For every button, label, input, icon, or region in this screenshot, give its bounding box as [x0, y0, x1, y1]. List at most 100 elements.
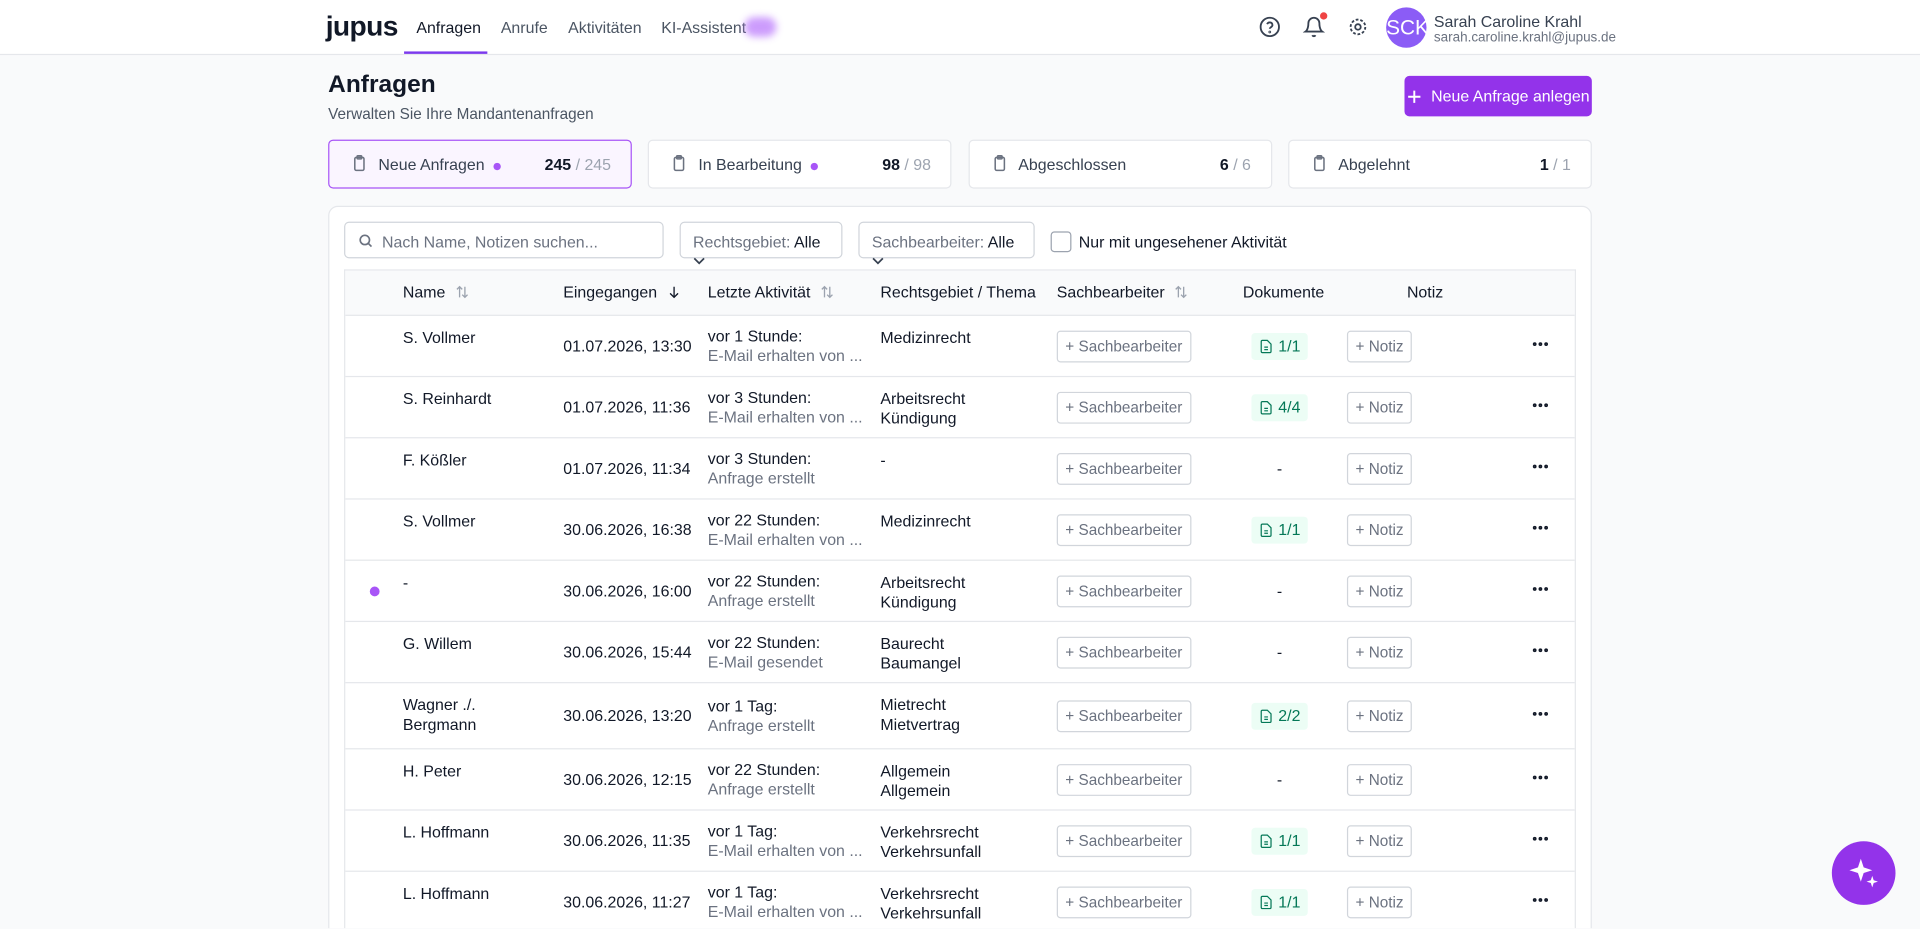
activity-detail: Anfrage erstellt: [707, 715, 815, 735]
more-menu[interactable]: [1506, 703, 1575, 727]
more-menu[interactable]: [1506, 334, 1575, 358]
table-row[interactable]: F. Kößler 01.07.2026, 11:34 vor 3 Stunden:…: [345, 438, 1575, 500]
column-header[interactable]: Sachbearbeiter: [1057, 283, 1243, 303]
received: 01.07.2026, 11:36: [563, 397, 691, 416]
note-button[interactable]: + Notiz: [1346, 699, 1413, 732]
column-header[interactable]: Rechtsgebiet / Thema: [880, 283, 1056, 303]
assign-button[interactable]: + Sachbearbeiter: [1056, 391, 1191, 424]
more-menu[interactable]: [1506, 517, 1575, 541]
assign-button[interactable]: + Sachbearbeiter: [1056, 699, 1191, 732]
assign-button[interactable]: + Sachbearbeiter: [1056, 574, 1191, 607]
more-menu[interactable]: [1506, 456, 1575, 480]
activity: vor 3 Stunden: E-Mail erhalten von ...: [708, 388, 881, 427]
cell: + Notiz: [1316, 824, 1506, 857]
cell: + Sachbearbeiter: [1056, 574, 1243, 607]
status-card[interactable]: Neue Anfragen 245 / 245: [328, 139, 632, 189]
card-count: 1 / 1: [1540, 156, 1571, 174]
column-header[interactable]: Name: [403, 283, 563, 303]
table-row[interactable]: S. Vollmer 30.06.2026, 16:38 vor 22 Stunde…: [345, 500, 1575, 561]
column-header[interactable]: Letzte Aktivität: [708, 283, 881, 303]
column-header[interactable]: Dokumente: [1243, 283, 1324, 303]
note-button[interactable]: + Notiz: [1346, 763, 1413, 796]
assign-button[interactable]: + Sachbearbeiter: [1056, 636, 1191, 668]
activity: vor 22 Stunden: Anfrage erstellt: [708, 571, 881, 610]
status-card[interactable]: Abgelehnt 1 / 1: [1288, 139, 1592, 189]
cell: + Sachbearbeiter: [1056, 763, 1243, 796]
help-icon[interactable]: [1259, 16, 1281, 38]
assign-button[interactable]: + Sachbearbeiter: [1056, 763, 1191, 796]
clerk-filter[interactable]: Sachbearbeiter: Alle: [858, 221, 1035, 265]
cell: + Sachbearbeiter: [1056, 330, 1243, 362]
table-row[interactable]: - 30.06.2026, 16:00 vor 22 Stunden: Anfrage…: [345, 561, 1575, 623]
assign-button[interactable]: + Sachbearbeiter: [1056, 885, 1191, 918]
nav-item[interactable]: Anrufe: [500, 18, 548, 37]
documents: -: [1276, 769, 1283, 788]
area-filter[interactable]: Rechtsgebiet: Alle: [679, 221, 843, 265]
assign-button[interactable]: + Sachbearbeiter: [1056, 452, 1191, 485]
more-menu[interactable]: [1506, 890, 1575, 914]
more-menu[interactable]: [1506, 767, 1575, 791]
table-row[interactable]: H. Peter 30.06.2026, 12:15 vor 22 Stunden:…: [345, 749, 1575, 811]
table-row[interactable]: L. Hoffmann 30.06.2026, 11:35 vor 1 Tag: E-…: [345, 811, 1575, 872]
note-button[interactable]: + Notiz: [1346, 824, 1413, 857]
name: H. Peter: [402, 761, 462, 781]
documents: 2/2: [1278, 705, 1301, 725]
column-header[interactable]: Eingegangen: [563, 283, 707, 303]
total: / 245: [575, 155, 612, 174]
table-row[interactable]: S. Vollmer 01.07.2026, 13:30 vor 1 Stunde:…: [345, 316, 1575, 378]
assign-button[interactable]: + Sachbearbeiter: [1056, 824, 1191, 857]
status-card[interactable]: Abgeschlossen 6 / 6: [968, 139, 1272, 189]
topic: Arbeitsrecht Kündigung: [880, 561, 1056, 612]
total: / 98: [904, 155, 931, 174]
more-menu[interactable]: [1506, 579, 1575, 603]
name: Wagner ./. Bergmann: [402, 695, 477, 734]
status-card[interactable]: In Bearbeitung 98 / 98: [648, 139, 952, 189]
assign-button[interactable]: + Sachbearbeiter: [1056, 513, 1191, 546]
nav-item[interactable]: Anfragen: [416, 18, 481, 37]
cell: + Notiz: [1316, 452, 1506, 485]
settings-icon[interactable]: [1347, 16, 1369, 38]
received: 01.07.2026, 11:34: [563, 458, 691, 477]
note-button[interactable]: + Notiz: [1346, 885, 1413, 918]
note-button[interactable]: + Notiz: [1346, 330, 1413, 362]
file-icon: [1260, 833, 1272, 848]
note-button[interactable]: + Notiz: [1346, 636, 1413, 668]
assign-button[interactable]: + Sachbearbeiter: [1056, 330, 1191, 362]
more-menu[interactable]: [1506, 395, 1575, 419]
search-input[interactable]: Nach Name, Notizen suchen...: [344, 221, 664, 259]
table-row[interactable]: S. Reinhardt 01.07.2026, 11:36 vor 3 Stund…: [345, 377, 1575, 439]
nav-item[interactable]: KI-Assistent: [661, 18, 747, 37]
note-button[interactable]: + Notiz: [1346, 391, 1413, 424]
activity: vor 1 Tag: E-Mail erhalten von ...: [708, 882, 881, 921]
table-row[interactable]: G. Willem 30.06.2026, 15:44 vor 22 Stunden…: [345, 622, 1575, 684]
documents-badge: 2/2: [1251, 702, 1308, 730]
new-request-button[interactable]: Neue Anfrage anlegen: [1404, 75, 1592, 117]
note-button[interactable]: + Notiz: [1346, 574, 1413, 607]
more-menu[interactable]: [1506, 828, 1575, 852]
topic-line: Baumangel: [880, 653, 961, 673]
file-icon: [1260, 400, 1272, 414]
ai-fab[interactable]: [1831, 841, 1896, 905]
topic-line: Kündigung: [880, 592, 957, 612]
cell: + Sachbearbeiter: [1056, 452, 1243, 485]
column-title: Rechtsgebiet / Thema: [880, 282, 1036, 302]
topic-line: Arbeitsrecht: [880, 573, 966, 592]
note-button[interactable]: + Notiz: [1346, 513, 1413, 546]
table-row[interactable]: L. Hoffmann 30.06.2026, 11:27 vor 1 Tag: E-…: [345, 872, 1574, 928]
nav-item[interactable]: Aktivitäten: [568, 18, 642, 37]
avatar[interactable]: SCK: [1386, 7, 1429, 48]
note-button[interactable]: + Notiz: [1346, 452, 1413, 485]
received: 01.07.2026, 13:30: [563, 336, 692, 355]
logo[interactable]: jupus: [325, 9, 399, 42]
column-header[interactable]: Notiz: [1316, 283, 1506, 303]
more-menu[interactable]: [1506, 640, 1575, 664]
sort-icon: [821, 285, 833, 299]
unseen-checkbox[interactable]: [1050, 231, 1072, 253]
dots-icon: [1532, 402, 1549, 407]
activity: vor 1 Tag: Anfrage erstellt: [708, 696, 881, 735]
cell: -: [1243, 770, 1316, 790]
table-row[interactable]: Wagner ./. Bergmann 30.06.2026, 13:20 vor …: [345, 683, 1575, 750]
documents-badge: 1/1: [1251, 516, 1308, 544]
bell-icon[interactable]: [1302, 16, 1325, 38]
count: 245: [544, 155, 572, 174]
